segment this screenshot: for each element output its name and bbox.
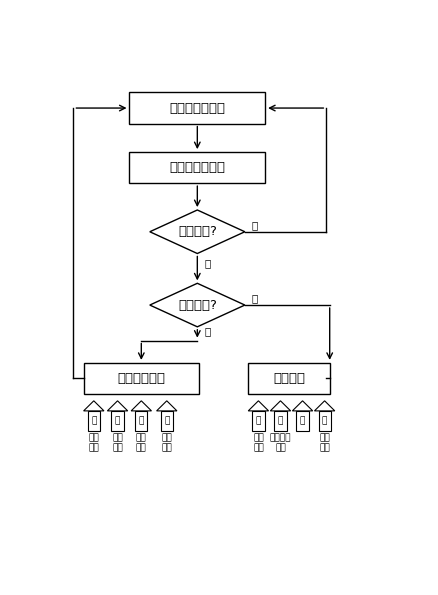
Text: 作: 作	[300, 416, 305, 425]
Polygon shape	[314, 401, 335, 411]
Polygon shape	[270, 401, 291, 411]
Text: 协: 协	[91, 416, 96, 425]
Text: 控制装料
制度: 控制装料 制度	[270, 433, 291, 452]
Text: 是: 是	[252, 220, 258, 230]
FancyBboxPatch shape	[88, 411, 100, 431]
FancyBboxPatch shape	[129, 152, 265, 183]
Polygon shape	[293, 401, 313, 411]
FancyBboxPatch shape	[274, 411, 286, 431]
Text: 炉顶
打水: 炉顶 打水	[319, 433, 330, 452]
Text: 布料
控制: 布料 控制	[88, 433, 99, 452]
FancyBboxPatch shape	[111, 411, 124, 431]
Text: 上、下部调剂: 上、下部调剂	[117, 372, 165, 385]
Text: 同: 同	[115, 416, 120, 425]
FancyBboxPatch shape	[129, 92, 265, 124]
Text: 缩小
风口: 缩小 风口	[161, 433, 172, 452]
Text: 炉况的判断分析: 炉况的判断分析	[170, 161, 225, 174]
Polygon shape	[131, 401, 152, 411]
Text: 否: 否	[204, 258, 210, 268]
Text: 协: 协	[256, 416, 261, 425]
Polygon shape	[84, 401, 104, 411]
Text: 是: 是	[204, 327, 210, 336]
FancyBboxPatch shape	[297, 411, 309, 431]
Text: 否: 否	[252, 293, 258, 303]
Polygon shape	[107, 401, 128, 411]
Polygon shape	[248, 401, 268, 411]
Polygon shape	[150, 210, 245, 253]
Text: 减小
批重: 减小 批重	[253, 433, 264, 452]
FancyBboxPatch shape	[161, 411, 173, 431]
FancyBboxPatch shape	[84, 363, 199, 394]
Text: 喷吹
煤粉: 喷吹 煤粉	[112, 433, 123, 452]
Text: 顶温偏低?: 顶温偏低?	[178, 299, 217, 312]
Text: 上部调剂: 上部调剂	[273, 372, 305, 385]
Text: 用: 用	[322, 416, 327, 425]
Polygon shape	[150, 283, 245, 327]
FancyBboxPatch shape	[318, 411, 331, 431]
Text: 提高
风温: 提高 风温	[136, 433, 147, 452]
FancyBboxPatch shape	[252, 411, 265, 431]
FancyBboxPatch shape	[248, 363, 330, 394]
Text: 炉顶温度的探测: 炉顶温度的探测	[170, 102, 225, 115]
FancyBboxPatch shape	[135, 411, 148, 431]
Text: 同: 同	[278, 416, 283, 425]
Text: 用: 用	[164, 416, 170, 425]
Polygon shape	[157, 401, 177, 411]
Text: 顶温正常?: 顶温正常?	[178, 226, 217, 238]
Text: 作: 作	[138, 416, 144, 425]
